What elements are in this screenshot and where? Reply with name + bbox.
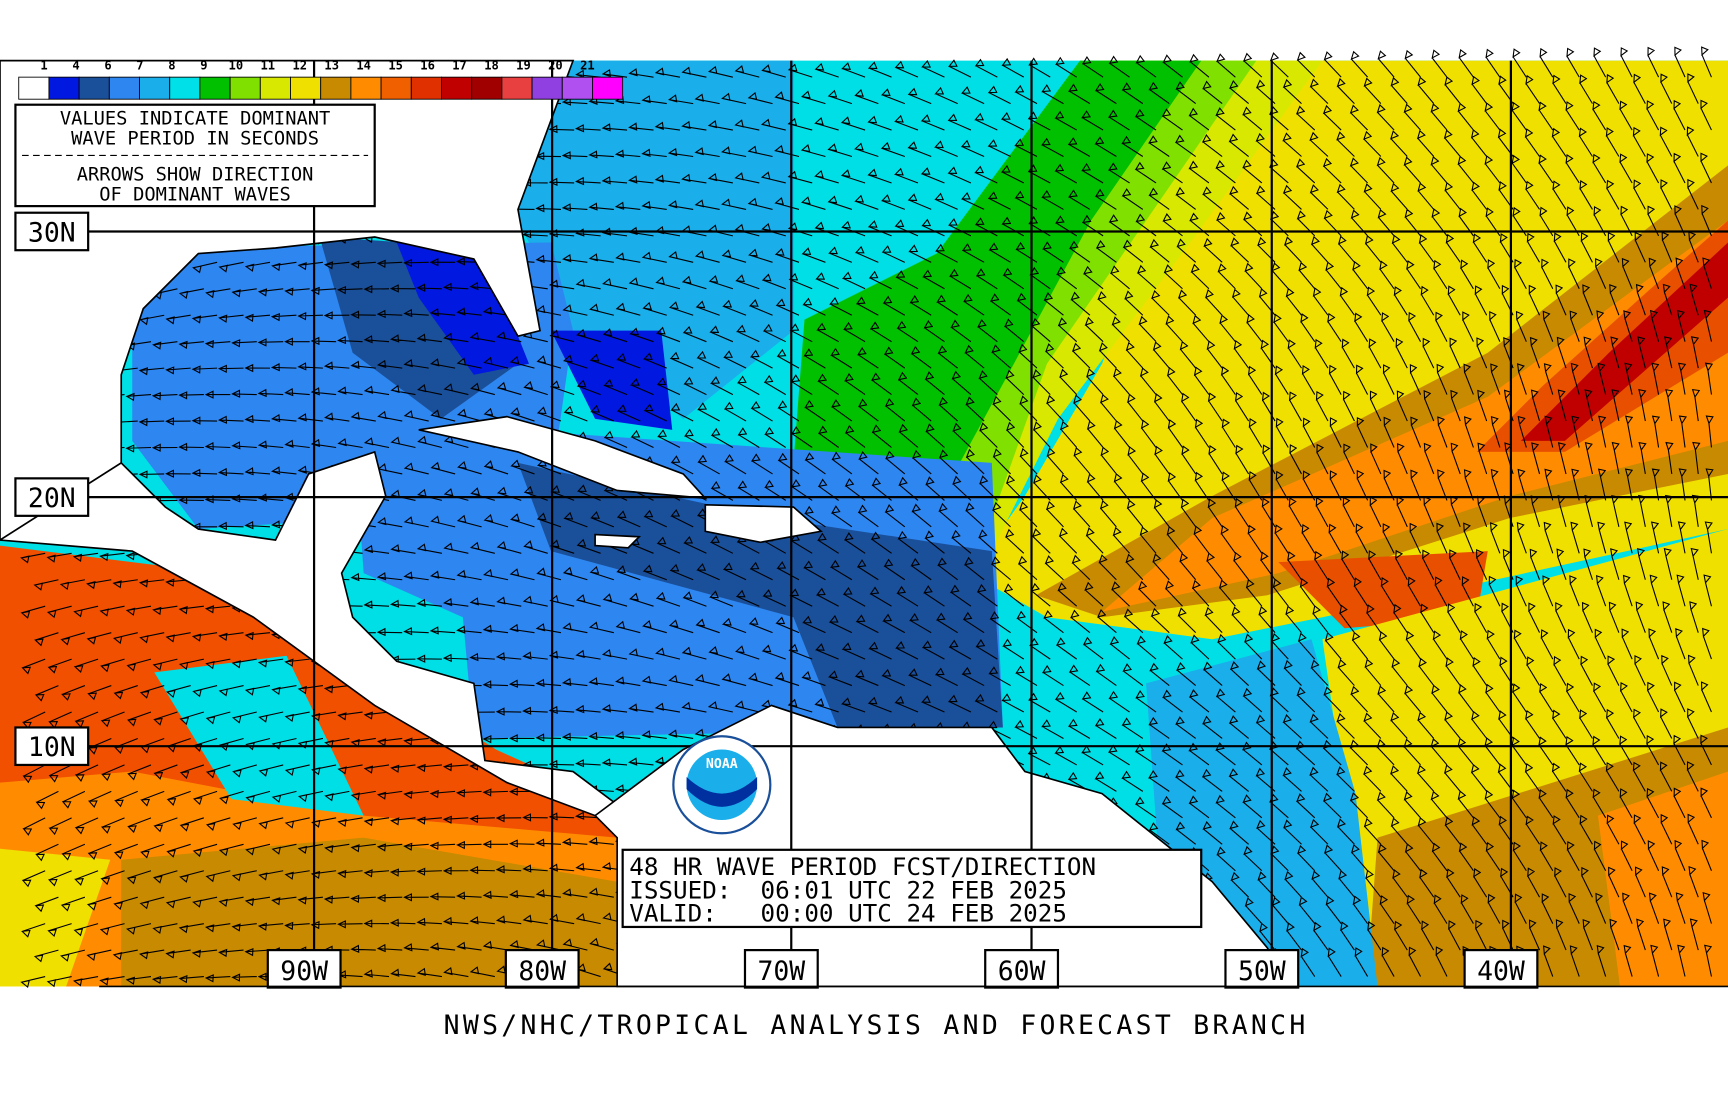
info-issued: ISSUED: 06:01 UTC 22 FEB 2025 <box>629 875 1067 904</box>
graticule: 30N 20N 10N 90W 80W 70W 60W 50W 40W <box>14 60 1728 989</box>
info-box: 48 HR WAVE PERIOD FCST/DIRECTION ISSUED:… <box>621 848 1203 929</box>
legend-label: 8 <box>168 58 175 72</box>
legend-label: 20 <box>548 58 563 72</box>
field-pacific-cyan <box>154 655 364 816</box>
legend-label: 1 <box>40 58 47 72</box>
legend-label: 18 <box>484 58 499 72</box>
logo-wave <box>686 777 758 807</box>
longitude-label-box <box>504 948 580 989</box>
legend-swatch <box>592 76 624 100</box>
legend-label: 17 <box>452 58 467 72</box>
longitude-label: 50W <box>1238 956 1286 987</box>
note-line: OF DOMINANT WAVES <box>99 185 291 206</box>
latitude-label: 30N <box>28 217 76 248</box>
field-orange <box>1102 220 1728 612</box>
legend-swatch <box>169 76 201 100</box>
legend-swatch <box>531 76 563 100</box>
longitude-label: 80W <box>518 956 566 987</box>
legend-swatch <box>229 76 261 100</box>
legend-swatch <box>259 76 291 100</box>
legend-label: 19 <box>516 58 531 72</box>
legend-swatch <box>561 76 593 100</box>
longitude-label: 40W <box>1477 956 1525 987</box>
longitude-label-box <box>1463 948 1539 989</box>
longitude-label-box <box>1224 948 1300 989</box>
latitude-label-box <box>14 477 90 517</box>
legend-swatch <box>78 76 110 100</box>
longitude-label: 70W <box>757 956 805 987</box>
legend-swatch <box>139 76 171 100</box>
land-jamaica <box>594 533 642 549</box>
field-green <box>793 60 1202 508</box>
noaa-logo: NOAA <box>672 735 772 835</box>
legend-swatch <box>441 76 473 100</box>
legend-label: 4 <box>72 58 79 72</box>
info-valid: VALID: 00:00 UTC 24 FEB 2025 <box>629 898 1067 927</box>
legend-swatch <box>380 76 412 100</box>
legend-swatch <box>410 76 442 100</box>
legend-label: 12 <box>292 58 307 72</box>
longitude-label-box <box>266 948 342 989</box>
land-central-america <box>0 450 619 817</box>
latitude-label-box <box>14 211 90 252</box>
legend-swatch <box>471 76 503 100</box>
longitude-label-box <box>984 948 1060 989</box>
legend-label: 13 <box>324 58 339 72</box>
legend-label: 21 <box>580 58 595 72</box>
latitude-label-box <box>14 726 90 767</box>
legend: 1 4 6 7 8 9 10 11 12 13 14 15 16 17 18 19 20 21 <box>18 58 624 100</box>
legend-label: 9 <box>200 58 207 72</box>
field-orange-2 <box>1597 771 1728 987</box>
legend-swatch <box>199 76 231 100</box>
longitude-label: 60W <box>998 956 1046 987</box>
field-caribbean-darkblue <box>517 462 1003 728</box>
legend-label: 14 <box>356 58 371 72</box>
legend-swatch <box>290 76 322 100</box>
legend-swatch <box>48 76 80 100</box>
legend-label: 11 <box>260 58 275 72</box>
legend-label: 16 <box>420 58 435 72</box>
legend-swatch <box>108 76 140 100</box>
info-frame <box>621 848 1203 929</box>
longitude-label-box <box>743 948 819 989</box>
logo-text: NOAA <box>706 757 738 772</box>
legend-label: 7 <box>136 58 143 72</box>
land-cuba <box>418 415 708 500</box>
note-line: WAVE PERIOD IN SECONDS <box>71 128 319 149</box>
field-pacific-brown <box>121 837 618 987</box>
note-line: VALUES INDICATE DOMINANT <box>60 109 330 130</box>
legend-label: 15 <box>388 58 403 72</box>
field-orangered <box>1476 220 1728 452</box>
legend-swatch <box>350 76 382 100</box>
legend-swatch <box>501 76 533 100</box>
field-pacific-yellow <box>0 848 111 987</box>
legend-label: 10 <box>229 58 244 72</box>
latitude-label: 20N <box>28 483 76 514</box>
legend-label: 6 <box>104 58 111 72</box>
note-box: VALUES INDICATE DOMINANT WAVE PERIOD IN … <box>14 103 376 208</box>
footer: NWS/NHC/TROPICAL ANALYSIS AND FORECAST B… <box>444 1010 1309 1041</box>
field-red <box>1520 242 1728 441</box>
info-title: 48 HR WAVE PERIOD FCST/DIRECTION <box>629 852 1096 881</box>
field-bahamas-deepblue <box>551 330 673 430</box>
legend-swatch <box>18 76 50 100</box>
note-line: ARROWS SHOW DIRECTION <box>77 165 314 186</box>
latitude-label: 10N <box>28 732 76 763</box>
legend-swatch <box>320 76 352 100</box>
longitude-label: 90W <box>280 956 328 987</box>
